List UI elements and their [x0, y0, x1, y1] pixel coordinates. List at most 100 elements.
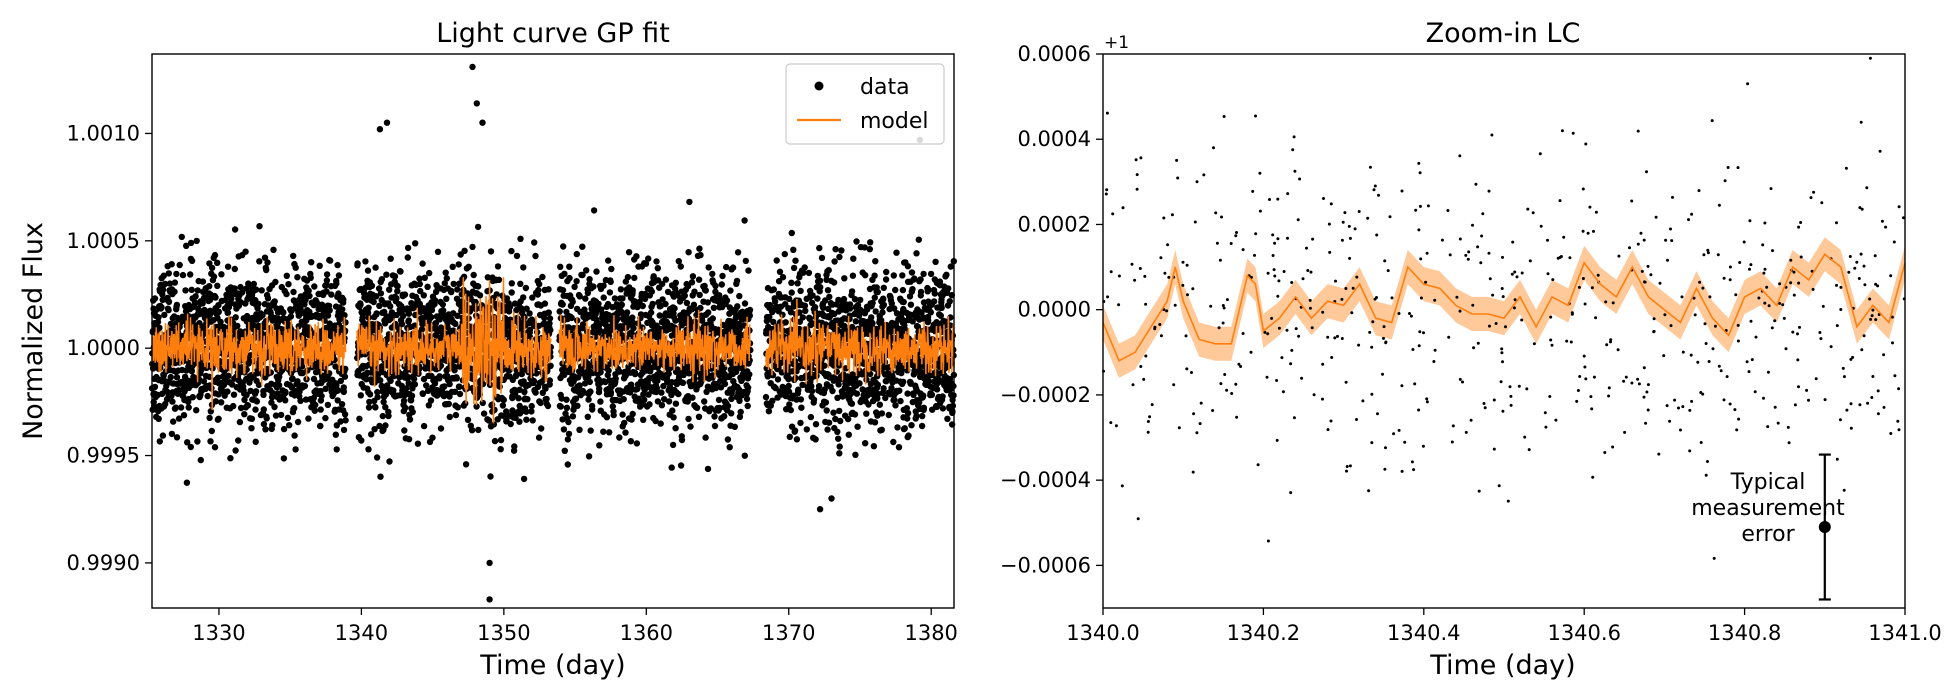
data-point [191, 299, 199, 306]
data-point [825, 419, 833, 426]
data-point [840, 295, 848, 303]
data-point [339, 306, 346, 313]
data-point [402, 404, 409, 411]
data-point [506, 303, 514, 311]
data-point [546, 315, 554, 322]
data-point [584, 413, 591, 420]
data-point [271, 403, 278, 411]
data-point [230, 402, 237, 410]
data-point [261, 254, 269, 261]
data-point [547, 326, 554, 334]
data-point [816, 244, 823, 252]
data-point [852, 451, 859, 458]
data-point [387, 303, 394, 310]
data-point [382, 422, 389, 429]
data-point [161, 280, 169, 288]
data-point [600, 282, 607, 289]
data-point [810, 396, 818, 403]
data-point [522, 284, 530, 292]
data-point [419, 390, 427, 397]
data-point [862, 440, 869, 447]
data-point [557, 403, 564, 410]
data-point [584, 289, 592, 297]
data-point [516, 418, 523, 425]
data-point [657, 420, 664, 427]
data-point [337, 418, 344, 425]
data-point [600, 428, 607, 435]
data-point [416, 275, 423, 282]
data-point [654, 265, 661, 272]
data-point [669, 441, 677, 449]
data-point [528, 408, 535, 415]
data-point [530, 377, 538, 385]
data-point [686, 198, 693, 206]
data-point [824, 287, 832, 294]
data-point [794, 280, 801, 287]
data-point [243, 391, 250, 399]
data-point [908, 269, 916, 276]
data-point [919, 412, 926, 420]
data-point [705, 264, 712, 271]
data-point [605, 367, 612, 374]
data-point [454, 404, 461, 411]
data-point [371, 426, 378, 433]
data-point [850, 255, 857, 262]
data-point [176, 261, 183, 269]
data-point [224, 309, 232, 316]
data-point [165, 306, 172, 314]
data-point [776, 268, 784, 275]
data-point [263, 415, 270, 422]
data-point [340, 388, 347, 396]
data-point [652, 417, 659, 425]
data-point [620, 396, 627, 403]
data-point [500, 396, 507, 404]
data-point [255, 300, 262, 307]
data-point [253, 286, 260, 293]
data-point [258, 287, 265, 294]
data-point [445, 400, 452, 408]
data-point [284, 414, 292, 421]
data-point [255, 381, 263, 389]
data-point [621, 419, 628, 427]
data-point [579, 271, 586, 279]
data-point [596, 327, 604, 334]
data-point [640, 416, 647, 423]
data-point [672, 425, 679, 432]
data-point [155, 314, 162, 321]
data-point [892, 286, 899, 294]
data-point [383, 271, 390, 278]
data-point [183, 242, 190, 249]
data-point [232, 447, 239, 454]
data-point [244, 402, 252, 409]
data-point [543, 395, 550, 403]
data-point [808, 387, 816, 395]
data-point [312, 401, 319, 409]
data-point [207, 408, 214, 415]
data-point [672, 279, 679, 286]
data-point [290, 252, 297, 260]
data-point [368, 431, 375, 438]
data-point [248, 425, 255, 432]
data-point [166, 280, 174, 287]
data-point [833, 368, 840, 375]
data-point [658, 402, 666, 409]
data-point [411, 322, 418, 329]
data-point [880, 301, 888, 309]
data-point [853, 390, 861, 397]
data-point [228, 295, 235, 302]
data-point [416, 365, 423, 372]
data-point [518, 370, 525, 378]
data-point [285, 281, 292, 288]
data-point [795, 386, 802, 393]
data-point [188, 257, 196, 264]
data-point [559, 287, 567, 294]
data-point [487, 473, 494, 480]
data-point [420, 292, 427, 299]
data-point [687, 423, 694, 430]
data-point [681, 292, 688, 299]
data-point [212, 398, 219, 405]
data-point [231, 265, 238, 273]
data-point [179, 271, 187, 279]
data-point [155, 415, 162, 422]
data-point [526, 310, 533, 317]
